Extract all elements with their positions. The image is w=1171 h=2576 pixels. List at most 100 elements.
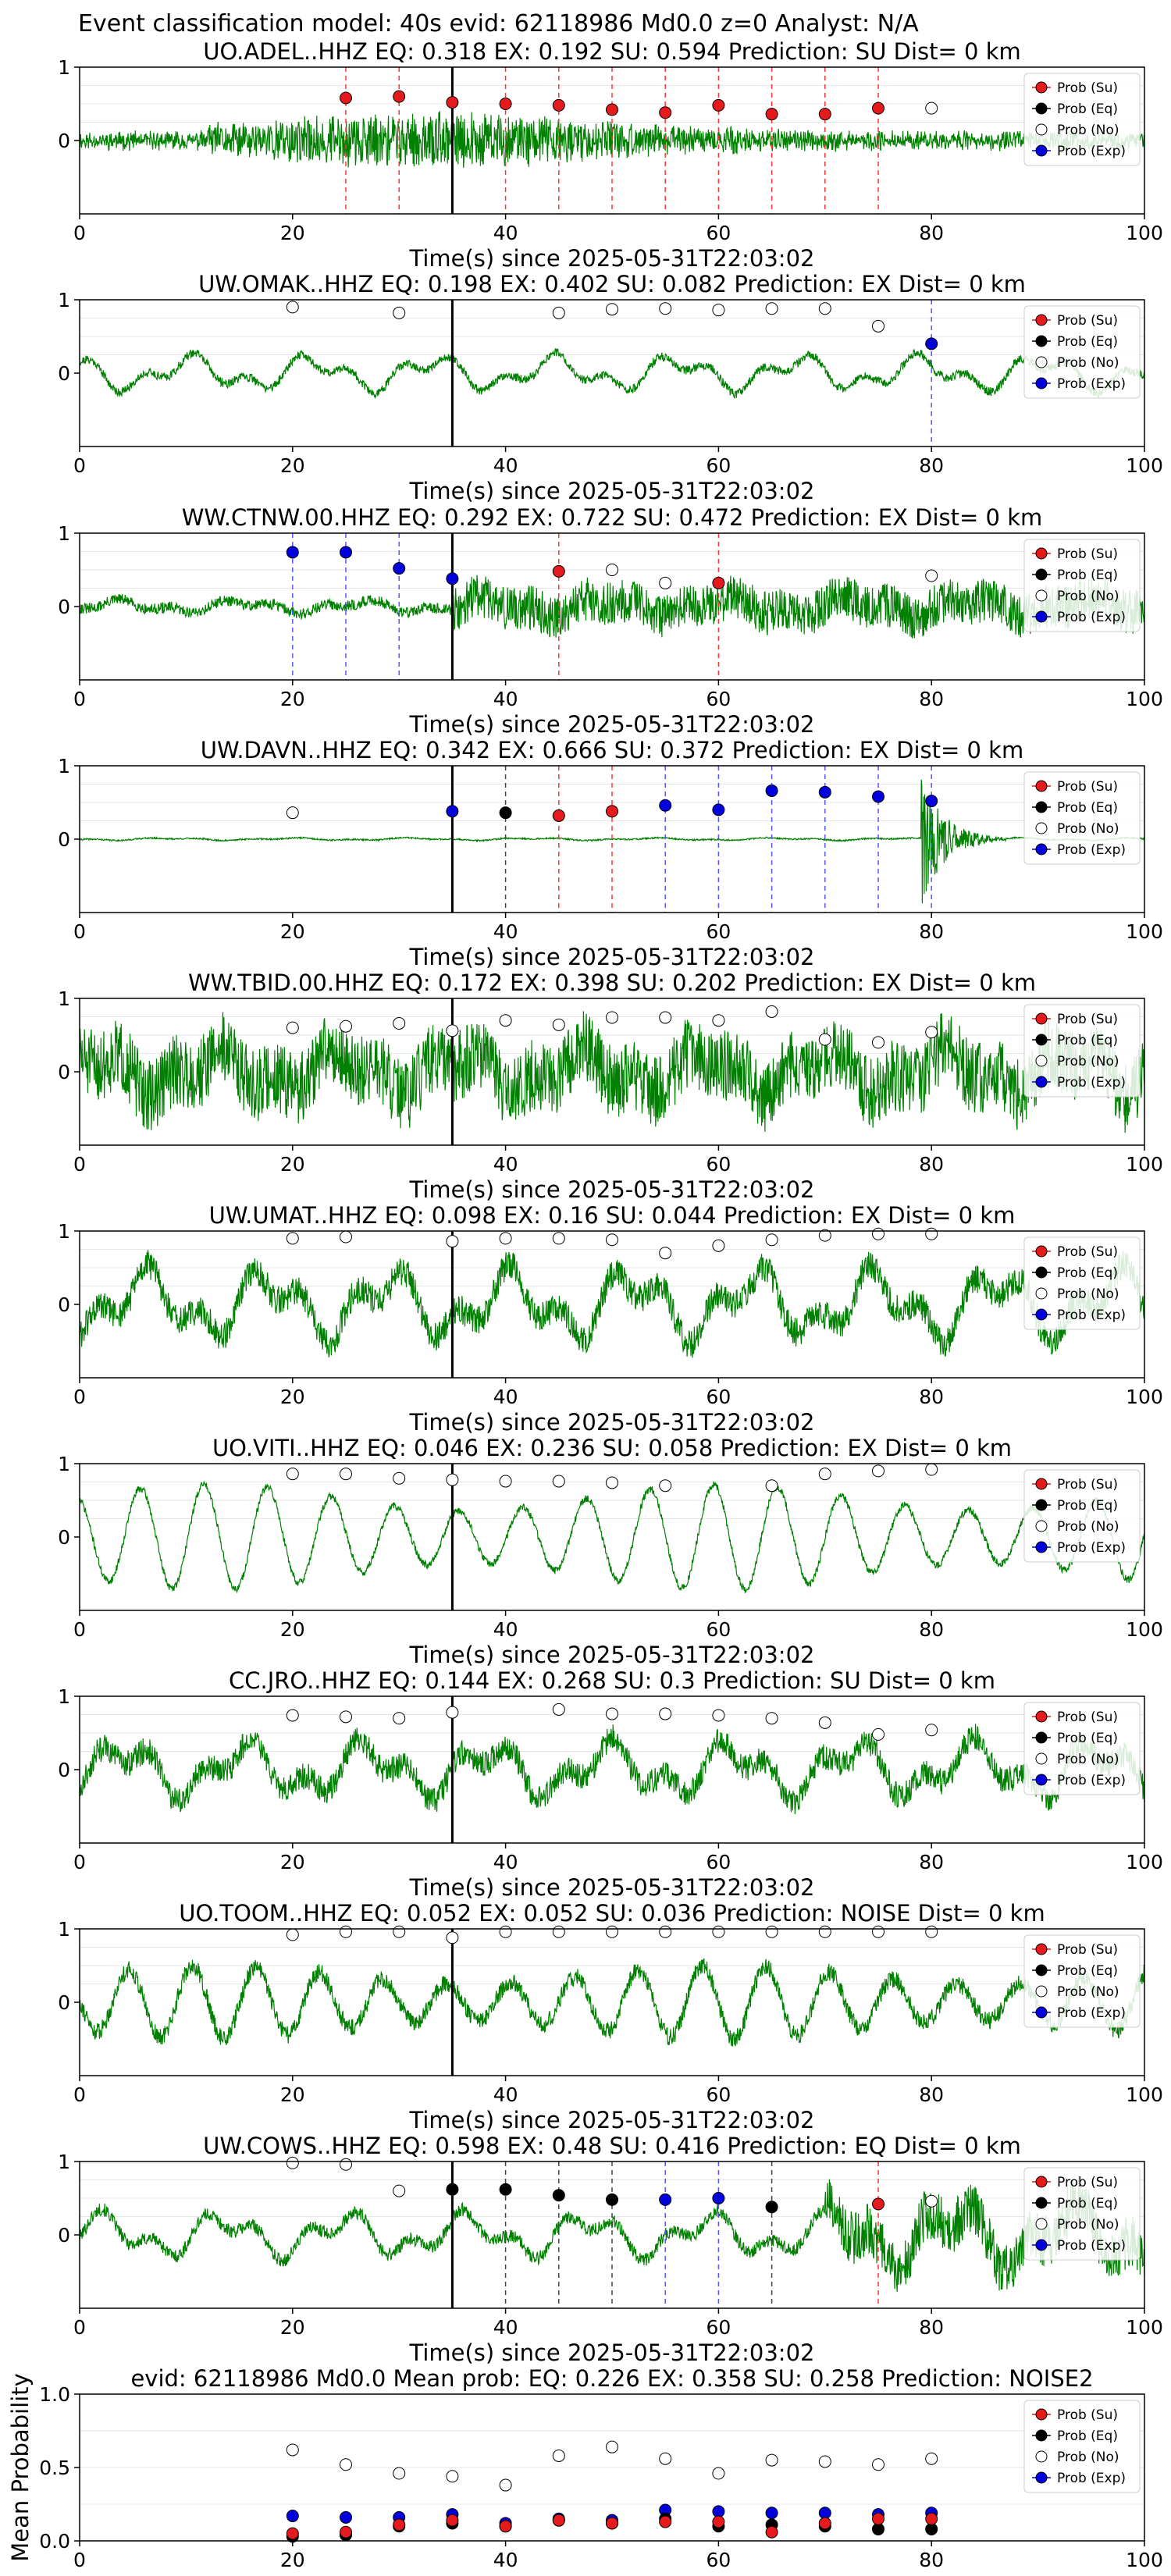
prob-marker-no	[499, 1232, 512, 1245]
prob-marker-no	[712, 1925, 725, 1938]
legend-marker-eq	[1035, 1731, 1048, 1744]
prob-marker-no	[446, 2470, 459, 2483]
prob-marker-su	[393, 90, 406, 103]
prob-marker-no	[818, 1033, 831, 1046]
legend-marker-no	[1035, 356, 1048, 368]
x-axis-label: Time(s) since 2025-05-31T22:03:02	[409, 245, 815, 272]
legend-marker-su	[1035, 780, 1048, 792]
legend: Prob (Su) Prob (Eq) Prob (No) Prob (Exp)	[1023, 1236, 1141, 1330]
legend-label: Prob (No)	[1057, 1286, 1119, 1302]
prob-marker-su	[552, 98, 565, 112]
panel-title: UW.DAVN..HHZ EQ: 0.342 EX: 0.666 SU: 0.3…	[201, 737, 1023, 763]
prob-marker-no	[340, 2458, 352, 2471]
waveform-trace	[79, 2175, 1145, 2292]
legend-label: Prob (Su)	[1057, 1942, 1118, 1958]
panel-title: UW.COWS..HHZ EQ: 0.598 EX: 0.48 SU: 0.41…	[203, 2133, 1021, 2159]
legend-marker-exp	[1035, 610, 1048, 623]
prob-marker-su	[712, 98, 725, 112]
y-tick-label: 1	[58, 522, 70, 545]
prob-marker-no	[286, 806, 299, 820]
legend-label: Prob (Su)	[1057, 2175, 1118, 2190]
prob-marker-eq	[446, 2183, 459, 2196]
panel-8: CC.JRO..HHZ EQ: 0.144 EX: 0.268 SU: 0.3 …	[58, 1667, 1163, 1901]
x-axis-label: Time(s) since 2025-05-31T22:03:02	[409, 1409, 815, 1436]
legend-label: Prob (Eq)	[1057, 1265, 1118, 1281]
y-tick-label: 0	[58, 596, 70, 618]
prob-marker-no	[659, 1011, 672, 1024]
legend-marker-exp	[1035, 1308, 1048, 1321]
prob-marker-no	[446, 1706, 459, 1719]
x-tick-label: 40	[493, 688, 518, 710]
legend-marker-eq	[1035, 2429, 1048, 2442]
y-tick-label: 1	[58, 56, 70, 79]
prob-marker-no	[818, 1229, 831, 1242]
panel-7: UO.VITI..HHZ EQ: 0.046 EX: 0.236 SU: 0.0…	[58, 1435, 1163, 1668]
x-axis-label: Time(s) since 2025-05-31T22:03:02	[409, 2107, 815, 2133]
prob-marker-su	[552, 564, 565, 578]
legend-marker-eq	[1035, 568, 1048, 581]
y-tick-label: 0	[58, 362, 70, 385]
panel-11: evid: 62118986 Md0.0 Mean prob: EQ: 0.22…	[7, 2365, 1163, 2571]
prob-marker-no	[552, 2449, 565, 2462]
waveform-trace	[79, 575, 1145, 639]
prob-marker-su	[659, 106, 672, 119]
x-tick-label: 100	[1126, 454, 1163, 477]
prob-marker-no	[818, 1925, 831, 1938]
prob-marker-su	[606, 805, 618, 818]
prob-marker-no	[340, 1468, 352, 1481]
x-tick-label: 80	[919, 1851, 944, 1873]
x-tick-label: 0	[73, 2549, 86, 2571]
legend-label: Prob (Exp)	[1057, 842, 1126, 858]
prob-marker-eq	[606, 2193, 618, 2206]
legend-label: Prob (Eq)	[1057, 2196, 1118, 2211]
x-axis-label: Time(s) since 2025-05-31T22:03:02	[409, 2339, 815, 2366]
legend-label: Prob (Eq)	[1057, 334, 1118, 350]
prob-marker-su	[872, 101, 884, 115]
prob-marker-no	[925, 1026, 938, 1039]
panel-1: UO.ADEL..HHZ EQ: 0.318 EX: 0.192 SU: 0.5…	[58, 38, 1163, 272]
panel-title: WW.TBID.00.HHZ EQ: 0.172 EX: 0.398 SU: 0…	[188, 970, 1036, 996]
legend-marker-su	[1035, 1478, 1048, 1490]
x-tick-label: 60	[706, 1618, 731, 1641]
legend-marker-exp	[1035, 144, 1048, 157]
legend-marker-exp	[1035, 1076, 1048, 1088]
x-tick-label: 80	[919, 1618, 944, 1641]
prob-marker-no	[606, 1233, 618, 1247]
prob-marker-exp	[659, 799, 672, 812]
prob-marker-no	[712, 1014, 725, 1027]
legend-label: Prob (Su)	[1057, 546, 1118, 562]
x-axis-label: Time(s) since 2025-05-31T22:03:02	[409, 711, 815, 738]
y-tick-label: 0	[58, 130, 70, 152]
legend-marker-su	[1035, 547, 1048, 560]
panel-2: UW.OMAK..HHZ EQ: 0.198 EX: 0.402 SU: 0.0…	[58, 271, 1163, 504]
legend: Prob (Su) Prob (Eq) Prob (No) Prob (Exp)	[1023, 1934, 1141, 2028]
prob-marker-su	[499, 98, 512, 110]
prob-marker-su	[712, 2515, 725, 2528]
legend-marker-exp	[1035, 2471, 1048, 2484]
legend-marker-no	[1035, 123, 1048, 136]
legend-box	[1023, 2400, 1141, 2493]
legend-marker-exp	[1035, 843, 1048, 856]
panel-title: UO.TOOM..HHZ EQ: 0.052 EX: 0.052 SU: 0.0…	[179, 1900, 1045, 1927]
panels: UO.ADEL..HHZ EQ: 0.318 EX: 0.192 SU: 0.5…	[7, 38, 1163, 2571]
panel-title: UO.VITI..HHZ EQ: 0.046 EX: 0.236 SU: 0.0…	[212, 1435, 1012, 1461]
prob-marker-exp	[818, 785, 831, 799]
prob-marker-su	[818, 108, 831, 121]
x-tick-label: 0	[73, 2316, 86, 2339]
panel-title: WW.CTNW.00.HHZ EQ: 0.292 EX: 0.722 SU: 0…	[182, 504, 1043, 531]
x-tick-label: 60	[706, 1153, 731, 1176]
prob-marker-no	[340, 1019, 352, 1033]
x-axis-label: Time(s) since 2025-05-31T22:03:02	[409, 944, 815, 970]
panel-title: UO.ADEL..HHZ EQ: 0.318 EX: 0.192 SU: 0.5…	[203, 38, 1021, 65]
x-tick-label: 60	[706, 1851, 731, 1873]
waveform-trace	[79, 1480, 1145, 1594]
legend-box	[1023, 1934, 1141, 2028]
legend-marker-no	[1035, 1055, 1048, 1067]
y-tick-label: 1	[58, 2151, 70, 2173]
prob-marker-no	[765, 302, 778, 315]
prob-marker-no	[818, 2455, 831, 2468]
prob-marker-no	[393, 306, 406, 319]
prob-marker-exp	[765, 784, 778, 797]
prob-marker-no	[393, 2467, 406, 2480]
legend-box	[1023, 73, 1141, 166]
